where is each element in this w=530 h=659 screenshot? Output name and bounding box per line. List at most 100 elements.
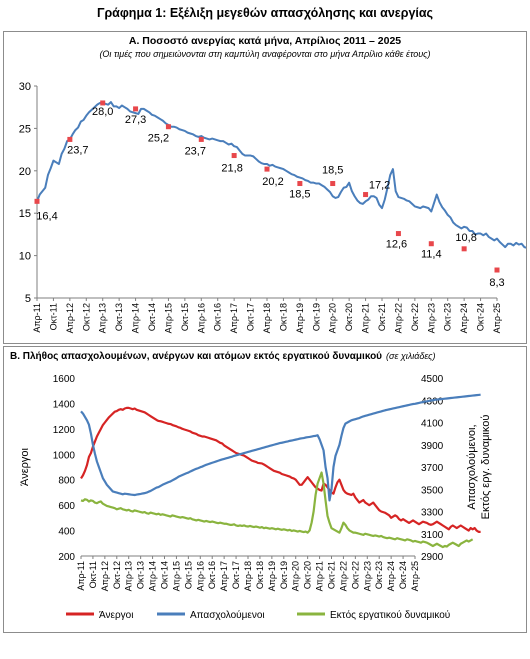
- y-tick-label: 5: [25, 293, 31, 305]
- legend-label-1: Απασχολούμενοι: [190, 609, 265, 621]
- right-y-tick-label: 3500: [421, 485, 444, 496]
- panel-unemployment-rate: Α. Ποσοστό ανεργίας κατά μήνα, Απρίλιος …: [3, 31, 527, 344]
- unemployment-rate-chart: 5 10 15 20 25 30 Απρ-11 Οκτ-11 Απρ-12 Οκτ-12 Απρ-1…: [19, 81, 526, 333]
- x-tick-label: Απρ-16: [195, 561, 205, 591]
- x-tick-label: Απρ-25: [410, 561, 420, 591]
- x-tick-label: Απρ-12: [100, 561, 110, 591]
- x-tick-label: Οκτ-14: [147, 303, 157, 331]
- legend-label-2: Εκτός εργατικού δυναμικού: [330, 609, 450, 621]
- april-marker: [100, 100, 106, 106]
- x-tick-label: Οκτ-23: [374, 561, 384, 589]
- april-marker: [494, 267, 500, 273]
- x-tick-label: Απρ-23: [362, 561, 372, 591]
- april-marker: [34, 198, 40, 204]
- left-y-tick-label: 400: [58, 527, 75, 538]
- x-tick-label: Απρ-22: [393, 303, 403, 333]
- april-value-label: 28,0: [92, 106, 113, 118]
- y-tick-label: 10: [19, 251, 31, 263]
- x-tick-label: Οκτ-17: [231, 561, 241, 589]
- right-axis-label-line1: Απασχολούμενοι,: [466, 424, 478, 509]
- left-y-tick-label: 1200: [53, 425, 76, 436]
- x-tick-label: Οκτ-24: [476, 303, 486, 331]
- x-tick-label: Απρ-25: [492, 303, 502, 333]
- x-tick-label: Απρ-16: [196, 303, 206, 333]
- x-tick-label: Απρ-21: [315, 561, 325, 591]
- x-tick-label: Απρ-22: [338, 561, 348, 591]
- april-marker: [133, 106, 139, 112]
- april-marker: [461, 246, 467, 252]
- y-tick-label: 15: [19, 208, 31, 220]
- panel-a-subtitle: (Οι τιμές που σημειώνονται στη καμπύλη α…: [99, 49, 431, 59]
- right-y-tick-label: 4500: [421, 374, 444, 385]
- panel-b-units-note: (σε χιλιάδες): [386, 351, 436, 361]
- panel-a-title: Α. Ποσοστό ανεργίας κατά μήνα, Απρίλιος …: [128, 35, 402, 47]
- april-marker: [264, 166, 270, 172]
- x-tick-label: Απρ-12: [65, 303, 75, 333]
- x-tick-label: Απρ-17: [229, 303, 239, 333]
- april-value-label: 23,7: [67, 144, 88, 156]
- x-tick-label: Απρ-24: [386, 561, 396, 591]
- x-tick-label: Απρ-23: [426, 303, 436, 333]
- april-marker: [395, 231, 401, 237]
- april-marker: [231, 153, 237, 159]
- panel-labor-force: Β. Πλήθος απασχολουμένων, ανέργων και ατ…: [3, 346, 527, 633]
- april-value-label: 21,8: [221, 163, 242, 175]
- main-title: Γράφημα 1: Εξέλιξη μεγεθών απασχόλησης κ…: [96, 6, 434, 20]
- x-tick-label: Οκτ-18: [255, 561, 265, 589]
- x-tick-label: Οκτ-15: [180, 303, 190, 331]
- april-marker: [297, 181, 303, 187]
- april-marker: [428, 241, 434, 247]
- x-tick-label: Απρ-15: [171, 561, 181, 591]
- series-line-1: [80, 393, 481, 502]
- x-tick-label: Οκτ-23: [443, 303, 453, 331]
- labor-force-chart: 200 400 600 800 1000 1200 1400 1600 2900 3100 3300…: [19, 374, 492, 621]
- x-tick-label: Οκτ-24: [398, 561, 408, 589]
- right-y-tick-label: 4100: [421, 419, 444, 430]
- x-tick-label: Απρ-21: [361, 303, 371, 333]
- x-tick-label: Απρ-11: [32, 303, 42, 333]
- april-value-label: 20,2: [262, 176, 283, 188]
- x-tick-label: Οκτ-11: [88, 561, 98, 588]
- right-y-tick-label: 3700: [421, 463, 444, 474]
- right-y-tick-label: 2900: [421, 552, 444, 563]
- x-tick-label: Οκτ-22: [410, 303, 420, 331]
- x-tick-label: Οκτ-20: [344, 303, 354, 331]
- april-value-label: 17,2: [369, 180, 390, 192]
- april-value-label: 12,6: [386, 239, 407, 251]
- x-tick-label: Οκτ-13: [114, 303, 124, 331]
- x-tick-label: Απρ-19: [267, 561, 277, 591]
- april-value-label: 10,8: [455, 232, 476, 244]
- x-tick-label: Οκτ-11: [48, 303, 58, 330]
- legend-label-0: Άνεργοι: [99, 610, 133, 621]
- x-tick-label: Απρ-13: [124, 561, 134, 591]
- april-marker: [165, 124, 171, 130]
- left-y-tick-label: 600: [58, 501, 75, 512]
- x-tick-label: Οκτ-16: [213, 303, 223, 331]
- april-value-label: 16,4: [36, 210, 57, 222]
- april-marker: [330, 181, 336, 187]
- right-y-tick-label: 3100: [421, 530, 444, 541]
- x-tick-label: Απρ-15: [163, 303, 173, 333]
- x-tick-label: Οκτ-19: [279, 561, 289, 589]
- left-y-tick-label: 1400: [53, 399, 76, 410]
- x-tick-label: Απρ-14: [131, 303, 141, 333]
- april-value-label: 23,7: [185, 145, 206, 157]
- left-y-tick-label: 1000: [53, 450, 76, 461]
- x-tick-label: Οκτ-14: [160, 561, 170, 589]
- y-tick-label: 20: [19, 166, 31, 178]
- x-tick-label: Οκτ-16: [207, 561, 217, 589]
- series-line-0: [80, 406, 481, 533]
- x-tick-label: Απρ-17: [219, 561, 229, 591]
- x-tick-label: Απρ-18: [262, 303, 272, 333]
- left-axis-label: Άνεργοι: [19, 448, 31, 486]
- x-tick-label: Απρ-24: [459, 303, 469, 333]
- x-tick-label: Οκτ-17: [246, 303, 256, 331]
- april-value-label: 11,4: [421, 249, 442, 261]
- left-y-tick-label: 800: [58, 476, 75, 487]
- x-tick-label: Οκτ-18: [278, 303, 288, 331]
- x-tick-label: Απρ-14: [148, 561, 158, 591]
- panel-b-title: Β. Πλήθος απασχολουμένων, ανέργων και ατ…: [10, 351, 435, 362]
- y-tick-label: 30: [19, 81, 31, 93]
- y-tick-label: 25: [19, 123, 31, 135]
- x-tick-label: Οκτ-21: [327, 561, 337, 589]
